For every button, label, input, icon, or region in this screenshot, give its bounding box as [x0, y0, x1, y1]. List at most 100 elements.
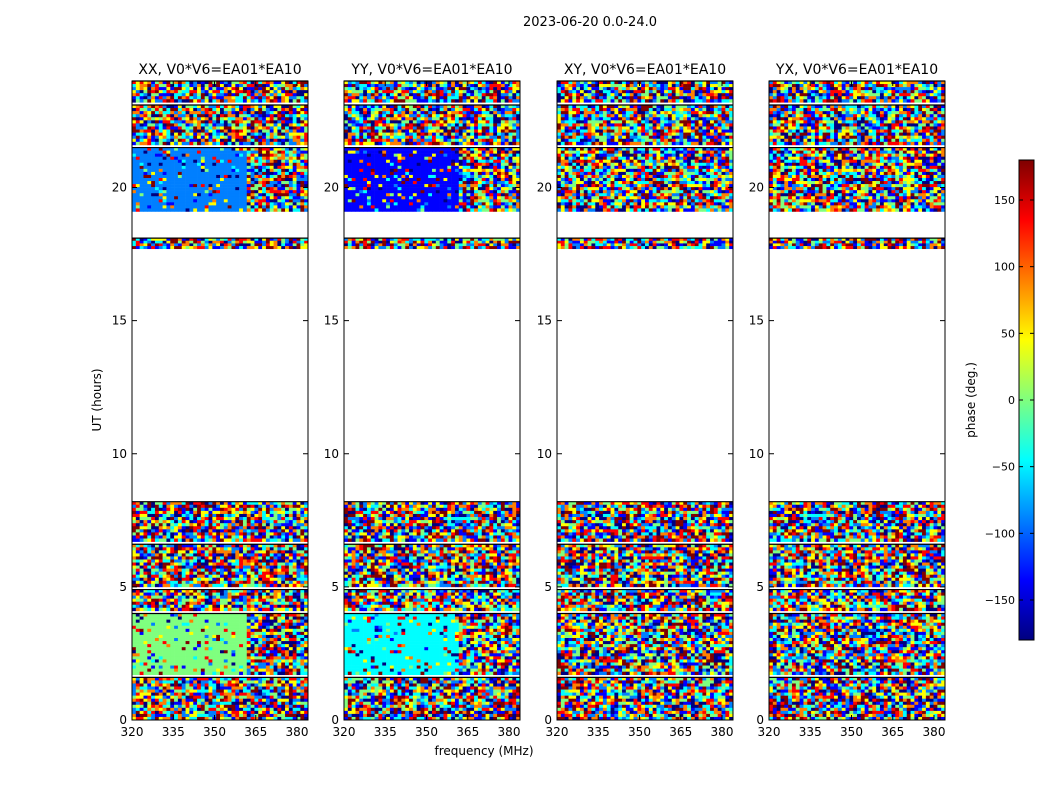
heatmap-cell — [132, 190, 137, 194]
heatmap-cell — [220, 538, 225, 542]
heatmap-cell — [254, 168, 259, 173]
heatmap-cell — [262, 147, 267, 151]
heatmap-cell — [258, 644, 263, 648]
heatmap-cell — [258, 607, 263, 612]
heatmap-cell — [204, 114, 209, 118]
heatmap-cell — [285, 129, 290, 133]
heatmap-cell — [143, 147, 148, 151]
heatmap-cell — [304, 208, 309, 212]
heatmap-cell — [277, 641, 282, 645]
heatmap-cell — [204, 619, 209, 623]
heatmap-cell — [154, 114, 160, 118]
heatmap-cell — [300, 246, 305, 250]
heatmap-cell — [242, 556, 248, 560]
heatmap-cell — [239, 535, 244, 539]
heatmap-cell — [189, 568, 194, 572]
heatmap-cell — [254, 507, 259, 512]
heatmap-cell — [281, 547, 286, 551]
heatmap-cell — [135, 123, 140, 127]
heatmap-cell — [273, 553, 278, 557]
heatmap-cell — [177, 698, 183, 703]
heatmap-cell — [235, 565, 240, 569]
heatmap-cell — [181, 631, 186, 636]
heatmap-cell — [273, 153, 278, 157]
heatmap-cell — [258, 680, 263, 684]
heatmap-cell — [220, 187, 225, 191]
heatmap-cell — [269, 123, 274, 127]
heatmap-cell — [132, 108, 137, 112]
heatmap-cell — [296, 686, 301, 690]
heatmap-cell — [189, 523, 194, 527]
heatmap-cell — [262, 510, 267, 515]
heatmap-cell — [143, 174, 148, 179]
heatmap-cell — [135, 181, 140, 185]
heatmap-cell — [139, 625, 144, 630]
heatmap-cell — [288, 547, 293, 551]
heatmap-cell — [208, 199, 213, 203]
heatmap-cell — [193, 199, 198, 203]
heatmap-cell — [262, 520, 267, 524]
heatmap-cell — [189, 631, 194, 636]
heatmap-cell — [277, 698, 282, 703]
heatmap-cell — [174, 184, 179, 188]
heatmap-cell — [262, 683, 267, 687]
heatmap-cell — [212, 589, 217, 593]
heatmap-cell — [204, 716, 209, 721]
heatmap-cell — [304, 619, 309, 623]
heatmap-cell — [220, 589, 225, 593]
heatmap-cell — [135, 616, 140, 620]
heatmap-cell — [143, 686, 148, 690]
heatmap-cell — [147, 171, 152, 176]
heatmap-cell — [281, 671, 286, 676]
heatmap-cell — [277, 622, 282, 627]
heatmap-cell — [193, 202, 198, 206]
heatmap-cell — [200, 523, 205, 527]
heatmap-cell — [288, 647, 293, 651]
heatmap-cell — [166, 504, 171, 509]
heatmap-cell — [135, 208, 140, 212]
heatmap-cell — [220, 568, 225, 572]
heatmap-cell — [158, 571, 163, 575]
heatmap-cell — [216, 671, 221, 676]
heatmap-cell — [223, 240, 228, 244]
heatmap-cell — [296, 81, 301, 85]
heatmap-cell — [273, 538, 278, 542]
heatmap-cell — [132, 246, 137, 250]
heatmap-cell — [166, 571, 171, 575]
heatmap-cell — [185, 246, 190, 250]
heatmap-cell — [235, 120, 240, 124]
heatmap-cell — [132, 710, 137, 715]
heatmap-cell — [189, 553, 194, 557]
heatmap-cell — [262, 665, 267, 669]
heatmap-cell — [166, 680, 171, 684]
heatmap-cell — [269, 644, 274, 648]
heatmap-cell — [300, 510, 305, 515]
heatmap-cell — [277, 710, 282, 715]
heatmap-cell — [300, 104, 305, 109]
heatmap-cell — [258, 168, 263, 173]
heatmap-cell — [292, 81, 297, 85]
heatmap-cell — [208, 190, 213, 194]
heatmap-cell — [269, 196, 274, 200]
heatmap-cell — [265, 202, 271, 206]
heatmap-cell — [262, 550, 267, 554]
heatmap-cell — [170, 202, 175, 206]
heatmap-cell — [265, 238, 271, 242]
heatmap-cell — [258, 532, 263, 536]
heatmap-cell — [227, 619, 232, 623]
heatmap-cell — [170, 680, 175, 684]
heatmap-cell — [151, 81, 156, 85]
heatmap-cell — [193, 559, 198, 563]
heatmap-cell — [273, 187, 278, 191]
heatmap-cell — [132, 601, 137, 606]
heatmap-cell — [208, 208, 213, 212]
heatmap-cell — [154, 501, 160, 506]
heatmap-cell — [208, 583, 213, 588]
heatmap-cell — [281, 187, 286, 191]
heatmap-cell — [143, 171, 148, 176]
heatmap-cell — [158, 619, 163, 623]
heatmap-cell — [239, 565, 244, 569]
heatmap-cell — [143, 571, 148, 575]
heatmap-cell — [304, 126, 309, 130]
heatmap-cell — [170, 665, 175, 669]
